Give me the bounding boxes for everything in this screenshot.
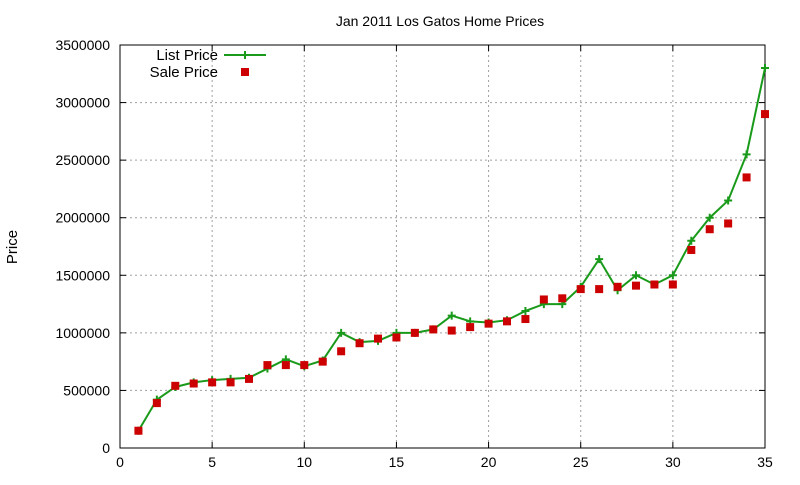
sale-price-point — [300, 361, 309, 370]
legend-swatch-marker — [241, 68, 249, 76]
y-tick-label: 3500000 — [55, 37, 110, 53]
list-price-line — [137, 67, 766, 432]
sale-price-point — [705, 225, 714, 234]
x-tick-label: 5 — [208, 454, 216, 470]
series-sale-price — [134, 110, 769, 435]
plot-frame — [119, 44, 766, 449]
x-tick-label: 10 — [296, 454, 312, 470]
chart-title: Jan 2011 Los Gatos Home Prices — [336, 13, 544, 29]
list-price-point — [337, 328, 346, 337]
y-axis-label: Price — [4, 230, 21, 264]
sale-price-point — [263, 361, 272, 370]
sale-price-point — [337, 347, 346, 356]
list-price-point — [521, 306, 530, 315]
list-price-point — [668, 271, 677, 280]
y-tick-label: 3000000 — [55, 95, 110, 111]
sale-price-point — [613, 282, 622, 291]
list-price-point — [595, 255, 604, 264]
sale-price-point — [668, 280, 677, 289]
sale-price-point — [521, 315, 530, 324]
x-tick-label: 30 — [665, 454, 681, 470]
sale-price-point — [374, 334, 382, 343]
list-price-point — [447, 311, 456, 320]
list-price-point — [724, 196, 733, 205]
sale-price-point — [410, 328, 419, 337]
sale-price-point — [466, 323, 475, 332]
sale-price-point — [134, 426, 143, 435]
sale-price-point — [687, 245, 696, 254]
legend-label: List Price — [156, 47, 218, 64]
list-price-point — [705, 213, 714, 222]
sale-price-point — [281, 361, 290, 370]
x-tick-label: 0 — [116, 454, 124, 470]
sale-price-point — [189, 379, 198, 388]
sale-price-point — [318, 357, 327, 366]
x-tick-label: 35 — [757, 454, 773, 470]
sale-price-point — [484, 319, 493, 328]
grid — [120, 45, 765, 448]
sale-price-point — [595, 285, 604, 294]
list-price-point — [687, 236, 696, 245]
axis-ticks: 0 5 10 15 20 25 30 35 0 500000 1000000 1500000 20000… — [55, 37, 773, 470]
sale-price-point — [355, 339, 364, 348]
list-price-point — [632, 271, 640, 280]
sale-price-point — [576, 285, 585, 294]
y-tick-label: 500000 — [63, 382, 110, 398]
y-tick-label: 2500000 — [55, 152, 110, 168]
legend-label: Sale Price — [150, 64, 218, 81]
x-tick-label: 25 — [573, 454, 589, 470]
sale-price-point — [208, 378, 217, 387]
x-tick-label: 20 — [481, 454, 497, 470]
y-tick-label: 0 — [102, 440, 110, 456]
legend-swatch-marker — [241, 51, 249, 59]
list-price-point — [761, 64, 769, 73]
sale-price-point — [539, 295, 548, 304]
list-price-point — [742, 150, 751, 159]
sale-price-point — [558, 294, 567, 303]
sale-price-point — [392, 333, 401, 342]
x-tick-label: 15 — [389, 454, 405, 470]
y-tick-label: 2000000 — [55, 210, 110, 226]
sale-price-point — [650, 280, 659, 289]
sale-price-point — [761, 110, 769, 119]
series — [134, 64, 769, 435]
sale-price-point — [503, 317, 511, 326]
sale-price-point — [152, 399, 161, 408]
sale-price-point — [226, 378, 235, 387]
sale-price-point — [632, 281, 640, 290]
sale-price-point — [171, 381, 180, 390]
sale-price-point — [429, 325, 438, 334]
sale-price-point — [724, 219, 733, 228]
y-tick-label: 1500000 — [55, 267, 110, 283]
sale-price-point — [447, 326, 456, 335]
sale-price-point — [245, 374, 253, 383]
sale-price-point — [742, 173, 751, 182]
y-tick-label: 1000000 — [55, 325, 110, 341]
